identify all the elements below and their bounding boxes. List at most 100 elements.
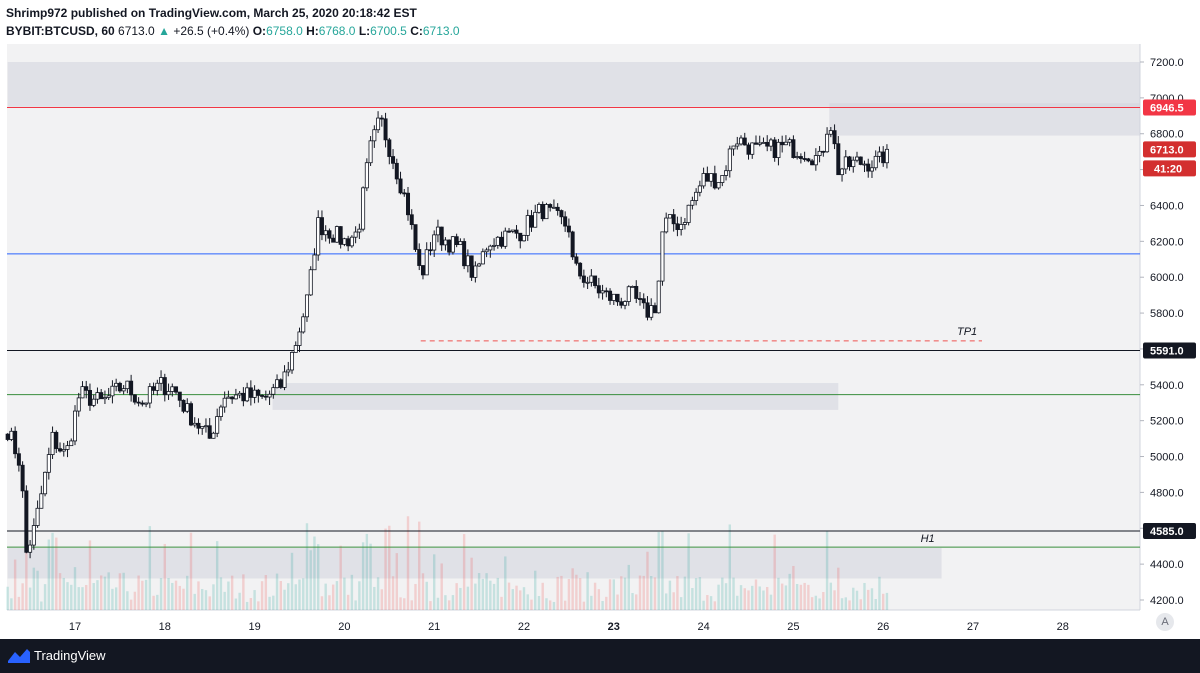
volume-bar <box>433 554 436 610</box>
volume-bar <box>399 597 402 610</box>
candle <box>566 225 571 233</box>
candle <box>215 416 220 434</box>
volume-bar <box>526 594 529 610</box>
volume-bar <box>159 578 163 610</box>
volume-bar <box>511 589 514 610</box>
volume-bar <box>724 583 728 610</box>
candle <box>144 402 149 405</box>
price-chart[interactable]: TP1H14200.04400.04600.04800.05000.05200.… <box>0 0 1200 639</box>
volume-bar <box>653 577 657 610</box>
candle <box>540 204 545 220</box>
volume-bar <box>215 541 219 610</box>
volume-bar <box>870 588 874 610</box>
volume-bar <box>429 601 432 610</box>
candle <box>753 142 758 145</box>
candle <box>166 391 171 396</box>
volume-bar <box>242 574 245 610</box>
candle <box>290 352 295 371</box>
volume-bar <box>388 525 391 610</box>
candle <box>140 402 145 405</box>
candle <box>177 391 182 401</box>
y-tick-label: 4800.0 <box>1150 487 1184 499</box>
candle <box>35 507 40 526</box>
volume-bar <box>66 582 69 610</box>
volume-bar <box>230 575 234 610</box>
x-tick-label: 24 <box>697 621 709 633</box>
volume-bar <box>661 531 664 610</box>
volume-bar <box>822 591 825 610</box>
volume-bar <box>186 575 189 610</box>
candle <box>667 214 672 219</box>
volume-bar <box>260 581 264 610</box>
candle <box>275 379 280 389</box>
candle <box>750 142 755 155</box>
volume-bar <box>403 598 406 610</box>
candle <box>379 117 384 120</box>
time-axis[interactable] <box>0 610 1140 639</box>
candle <box>260 395 265 397</box>
volume-bar <box>541 582 544 610</box>
candle <box>492 244 497 247</box>
candle <box>548 204 553 208</box>
volume-bar <box>287 583 290 610</box>
candle <box>301 316 306 333</box>
volume-bar <box>328 595 331 610</box>
candle <box>293 345 298 353</box>
candle <box>376 117 381 131</box>
price-tag-5591.0[interactable] <box>1143 342 1196 359</box>
auto-scale-button[interactable]: A <box>1156 613 1174 631</box>
volume-bar <box>369 543 372 610</box>
candle <box>559 210 564 218</box>
volume-bar <box>324 583 327 610</box>
volume-bar <box>346 594 350 610</box>
price-tag-6713.0[interactable] <box>1143 141 1196 158</box>
candle <box>353 231 358 238</box>
plot-area[interactable] <box>7 44 1140 610</box>
symbol-name[interactable]: BYBIT:BTCUSD, 60 <box>6 24 115 38</box>
volume-bar <box>171 582 174 610</box>
price-tag-6946.5[interactable] <box>1143 99 1196 116</box>
candle <box>312 254 317 271</box>
candle <box>533 211 538 228</box>
publish-info: Shrimp972 published on TradingView.com, … <box>6 6 417 20</box>
candle <box>233 394 238 400</box>
candle <box>91 398 96 406</box>
volume-bar <box>25 549 28 610</box>
volume-bar <box>148 526 152 610</box>
candle <box>727 148 732 172</box>
candle <box>188 403 193 426</box>
candle <box>13 430 18 455</box>
y-tick-label: 6000.0 <box>1150 272 1184 284</box>
symbol-legend[interactable]: BYBIT:BTCUSD, 60 6713.0 ▲ +26.5 (+0.4%) … <box>6 24 460 38</box>
y-tick-label: 4200.0 <box>1150 595 1184 607</box>
volume-bar <box>863 582 866 610</box>
x-tick-label: 28 <box>1057 621 1069 633</box>
volume-bar <box>283 589 286 610</box>
volume-bar <box>642 575 645 610</box>
volume-bar <box>302 578 305 610</box>
volume-bar <box>694 578 698 610</box>
candle <box>417 249 422 266</box>
volume-bar <box>616 594 619 610</box>
candle <box>102 397 107 400</box>
candle <box>338 226 343 245</box>
candle <box>701 173 706 187</box>
volume-bar <box>739 585 743 610</box>
candle <box>151 386 156 391</box>
price-tag-4585.0[interactable] <box>1143 522 1196 539</box>
volume-bar <box>728 524 731 610</box>
candle <box>507 230 512 233</box>
volume-bar <box>126 591 129 610</box>
volume-bar <box>444 595 447 610</box>
candle <box>181 399 186 412</box>
candle <box>608 290 613 301</box>
volume-bar <box>167 577 170 610</box>
volume-bar <box>376 577 380 610</box>
volume-bar <box>197 581 200 610</box>
candle <box>80 386 85 399</box>
volume-bar <box>331 584 335 610</box>
candle <box>697 185 702 193</box>
last-price: 6713.0 <box>118 24 155 38</box>
candle <box>656 280 661 314</box>
candle <box>473 265 478 278</box>
